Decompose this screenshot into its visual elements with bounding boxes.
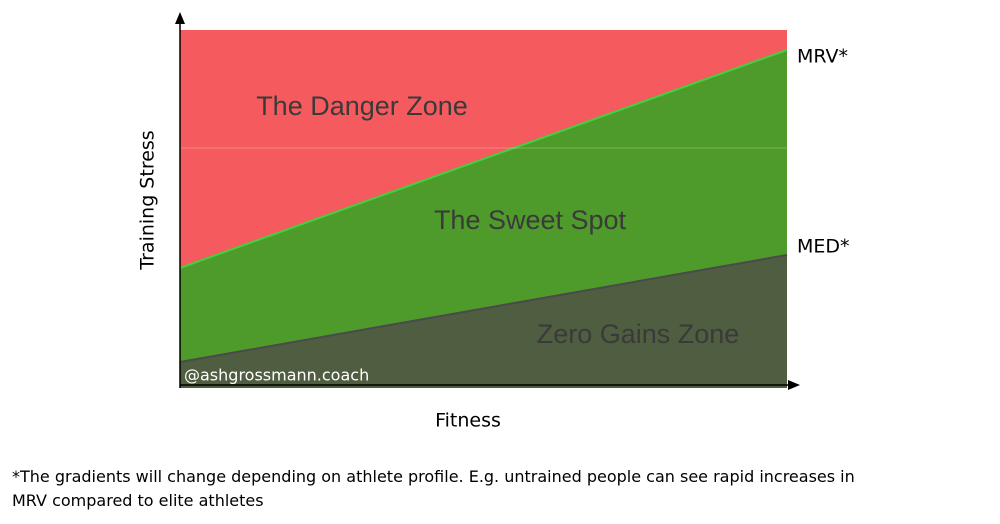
footnote: *The gradients will change depending on … <box>12 467 855 486</box>
zone-label: The Danger Zone <box>256 91 468 121</box>
med-line <box>179 254 788 363</box>
watermark: @ashgrossmann.coach <box>184 366 369 385</box>
footnote: MRV compared to elite athletes <box>12 491 264 510</box>
zone-label: Zero Gains Zone <box>537 319 740 349</box>
y-axis-label: Training Stress <box>137 130 159 270</box>
x-axis-label: Fitness <box>435 410 501 432</box>
line-label: MRV* <box>797 46 848 68</box>
line-label: MED* <box>797 236 850 258</box>
y-arrow <box>175 12 185 24</box>
mrv-line <box>179 49 788 269</box>
zone-label: The Sweet Spot <box>434 205 627 235</box>
zero-gains-area <box>180 255 787 388</box>
x-arrow <box>788 380 800 390</box>
